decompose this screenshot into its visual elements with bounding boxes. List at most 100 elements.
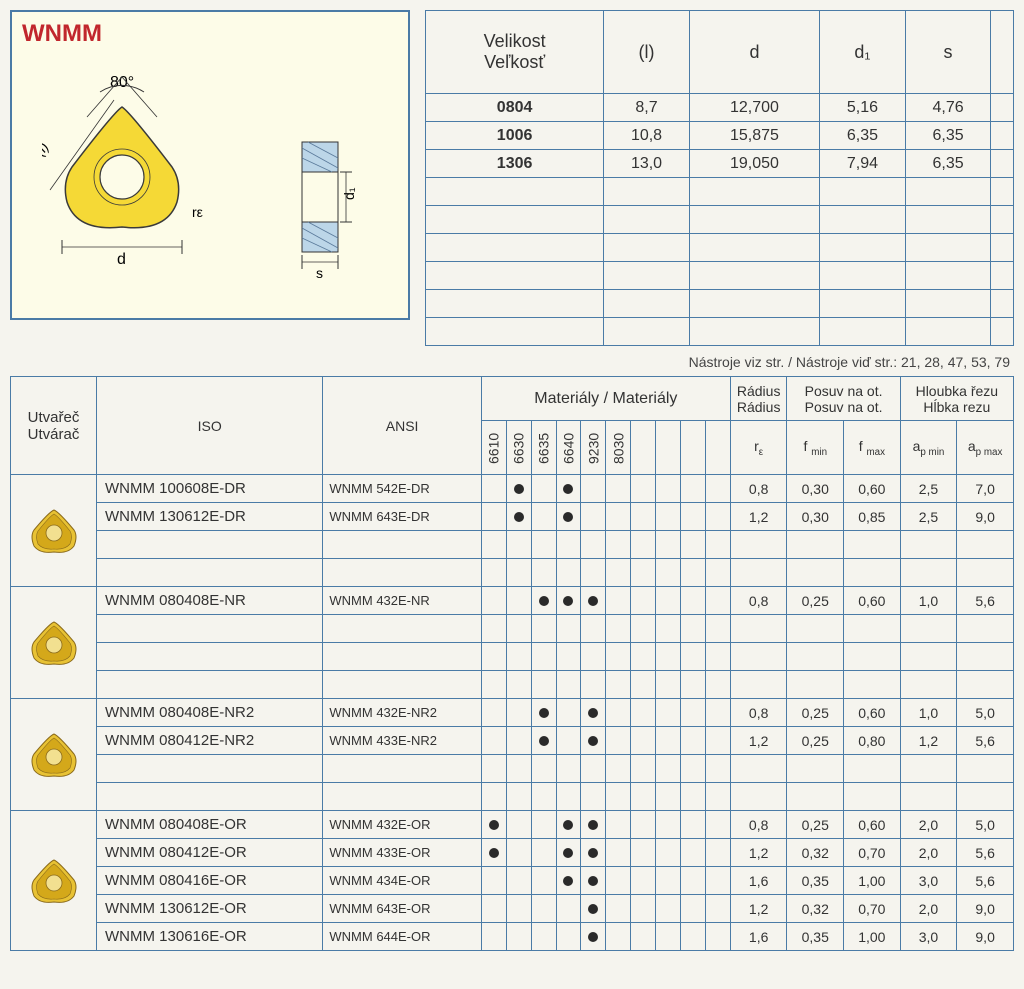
- iso-code: WNMM 080412E-OR: [97, 839, 323, 867]
- mat-cell: [481, 643, 506, 671]
- mat-code: 6610: [481, 421, 506, 475]
- product-row: [11, 559, 1014, 587]
- mat-cell: [606, 587, 631, 615]
- iso-header: ISO: [97, 377, 323, 475]
- mat-cell: [506, 671, 531, 699]
- mat-cell: [506, 615, 531, 643]
- mat-cell: [481, 923, 506, 951]
- product-row: [11, 531, 1014, 559]
- apmax-cell: 7,0: [957, 475, 1014, 503]
- apmin-cell: 2,0: [900, 895, 957, 923]
- dot-icon: [588, 708, 598, 718]
- apmax-cell: [957, 559, 1014, 587]
- r-cell: 1,2: [730, 839, 787, 867]
- mat-cell: [581, 475, 606, 503]
- mat-cell: [581, 587, 606, 615]
- mat-cell: [581, 867, 606, 895]
- r_label: rε: [730, 421, 787, 475]
- iso-code: WNMM 080408E-NR: [97, 587, 323, 615]
- depth-header: Hloubka řezu Hĺbka rezu: [900, 377, 1013, 421]
- mat-cell: [606, 755, 631, 783]
- mat-cell: [705, 503, 730, 531]
- product-row: WNMM 080408E-ORWNMM 432E-OR0,80,250,602,…: [11, 811, 1014, 839]
- mat-cell: [680, 839, 705, 867]
- mat-cell: [506, 727, 531, 755]
- r-cell: 1,2: [730, 727, 787, 755]
- dot-icon: [489, 820, 499, 830]
- chipbreaker-icon: [11, 587, 97, 699]
- size-row-empty: [426, 290, 1014, 318]
- r-cell: 0,8: [730, 587, 787, 615]
- mat-cell: [656, 839, 681, 867]
- svg-text:rε: rε: [192, 204, 203, 220]
- mat-cell: [705, 615, 730, 643]
- size-col-4: s: [905, 11, 991, 94]
- mat-cell: [556, 615, 581, 643]
- apmin-cell: 2,5: [900, 503, 957, 531]
- r-cell: 0,8: [730, 475, 787, 503]
- mat-cell: [680, 559, 705, 587]
- mat-cell: [581, 895, 606, 923]
- mat-cell: [631, 643, 656, 671]
- mat-cell: [481, 839, 506, 867]
- mat-cell: [531, 475, 556, 503]
- mat-cell: [680, 783, 705, 811]
- fmax-cell: [844, 643, 901, 671]
- mat-cell: [705, 867, 730, 895]
- r-cell: [730, 559, 787, 587]
- mat-cell: [581, 839, 606, 867]
- mat-cell: [531, 559, 556, 587]
- fmin_label: f min: [787, 421, 844, 475]
- mat-cell: [705, 839, 730, 867]
- mat-cell: [531, 587, 556, 615]
- ansi-code: WNMM 432E-OR: [323, 811, 481, 839]
- dot-icon: [563, 596, 573, 606]
- mat-cell: [531, 643, 556, 671]
- size-row: 130613,019,0507,946,35: [426, 150, 1014, 178]
- mat-cell: [705, 755, 730, 783]
- mat-cell: [556, 699, 581, 727]
- mat-cell: [705, 587, 730, 615]
- product-code-title: WNMM: [22, 20, 102, 48]
- iso-code: WNMM 080408E-NR2: [97, 699, 323, 727]
- mat-cell: [656, 643, 681, 671]
- mat-cell: [481, 559, 506, 587]
- mat-cell: [656, 475, 681, 503]
- apmin-cell: [900, 643, 957, 671]
- feed-header: Posuv na ot. Posuv na ot.: [787, 377, 900, 421]
- chipbreaker-icon: [11, 699, 97, 811]
- fmax-cell: 0,60: [844, 699, 901, 727]
- mat-cell: [481, 587, 506, 615]
- r-cell: 1,6: [730, 867, 787, 895]
- mat-cell: [680, 531, 705, 559]
- apmin-cell: 1,0: [900, 699, 957, 727]
- r-cell: 1,2: [730, 895, 787, 923]
- size-table-body: 08048,712,7005,164,76100610,815,8756,356…: [426, 94, 1014, 346]
- size-row-empty: [426, 262, 1014, 290]
- iso-code: WNMM 130616E-OR: [97, 923, 323, 951]
- mat-cell: [581, 783, 606, 811]
- svg-text:d₁: d₁: [341, 187, 357, 200]
- materials-header: Materiály / Materiály: [481, 377, 730, 421]
- apmin-cell: [900, 531, 957, 559]
- mat-cell: [606, 559, 631, 587]
- mat-cell: [581, 559, 606, 587]
- ansi-code: [323, 615, 481, 643]
- apmin-cell: [900, 559, 957, 587]
- iso-code: [97, 783, 323, 811]
- mat-cell: [680, 727, 705, 755]
- mat-cell: [581, 755, 606, 783]
- apmax-cell: [957, 643, 1014, 671]
- mat-cell: [481, 895, 506, 923]
- dot-icon: [563, 484, 573, 494]
- mat-cell: [481, 755, 506, 783]
- size-col-5: [991, 11, 1014, 94]
- iso-code: WNMM 100608E-DR: [97, 475, 323, 503]
- r-cell: 0,8: [730, 699, 787, 727]
- product-row: [11, 755, 1014, 783]
- mat-cell: [705, 895, 730, 923]
- ansi-code: WNMM 433E-OR: [323, 839, 481, 867]
- fmin-cell: 0,35: [787, 923, 844, 951]
- mat-cell: [631, 839, 656, 867]
- chipbreaker-icon: [11, 475, 97, 587]
